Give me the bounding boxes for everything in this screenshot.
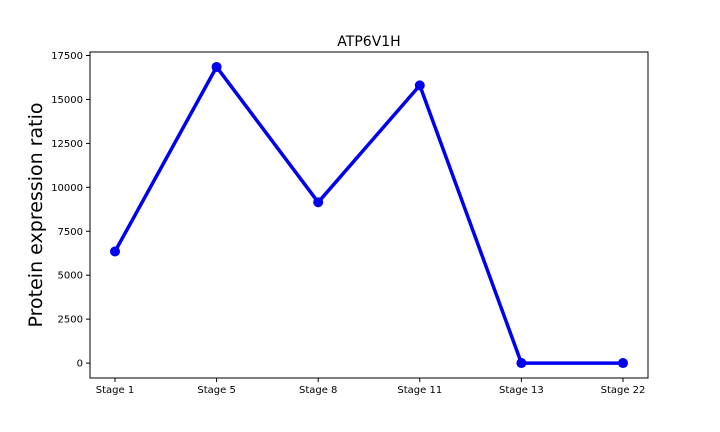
x-tick-label: Stage 5 — [197, 385, 235, 396]
chart-title: ATP6V1H — [337, 34, 400, 50]
y-axis-label: Protein expression ratio — [25, 103, 47, 328]
x-tick-label: Stage 1 — [96, 385, 134, 396]
data-point — [516, 358, 527, 369]
x-tick-label: Stage 11 — [397, 385, 442, 396]
series-layer — [110, 61, 628, 369]
x-tick-label: Stage 8 — [299, 385, 337, 396]
data-point — [414, 80, 425, 91]
y-tick-label: 0 — [77, 359, 83, 370]
y-tick-label: 15000 — [51, 95, 83, 106]
data-point — [110, 246, 120, 257]
data-point — [618, 358, 628, 369]
y-tick-label: 17500 — [51, 51, 83, 62]
y-tick-label: 2500 — [58, 315, 83, 326]
series-line — [113, 65, 623, 365]
y-tick-label: 5000 — [58, 271, 83, 282]
x-tick-label: Stage 22 — [601, 385, 646, 396]
x-axis-ticks: Stage 1 Stage 5 Stage 8 Stage 11 Stage 13 Sta… — [96, 378, 646, 396]
y-tick-label: 10000 — [51, 183, 83, 194]
data-point — [211, 61, 222, 72]
plot-area-frame — [89, 51, 649, 379]
y-tick-label: 7500 — [58, 227, 83, 238]
y-axis-ticks: 0 2500 5000 7500 10000 12500 15000 17500 — [51, 51, 90, 370]
y-tick-label: 12500 — [51, 139, 83, 150]
x-tick-label: Stage 13 — [499, 385, 544, 396]
data-point — [313, 197, 324, 208]
